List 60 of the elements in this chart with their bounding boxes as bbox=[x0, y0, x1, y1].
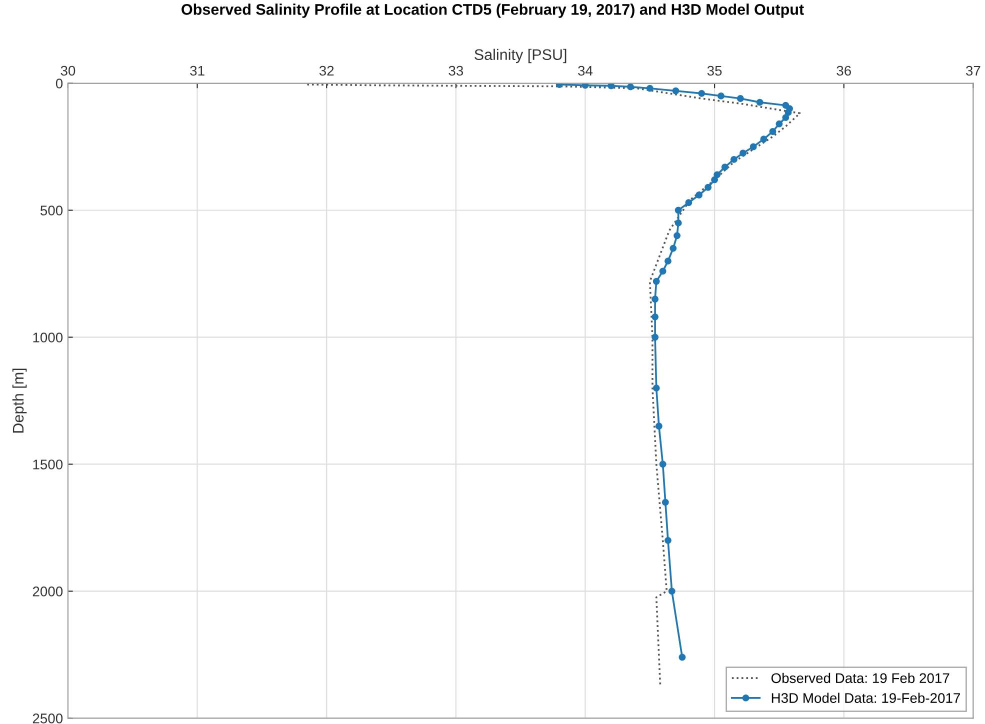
x-tick-label: 35 bbox=[707, 66, 722, 76]
legend-label: Observed Data: 19 Feb 2017 bbox=[771, 672, 950, 684]
point bbox=[672, 87, 680, 94]
chart-title: Observed Salinity Profile at Location CTD5 (February 19, 2017) and H3D Model Output bbox=[182, 4, 804, 18]
point bbox=[670, 244, 677, 252]
y-tick-label: 0 bbox=[56, 78, 63, 88]
point bbox=[659, 268, 666, 275]
point bbox=[627, 83, 634, 90]
point bbox=[664, 258, 672, 265]
y-tick-label: 1000 bbox=[33, 332, 63, 342]
point bbox=[659, 460, 666, 468]
point bbox=[674, 206, 682, 214]
point bbox=[750, 143, 757, 150]
point bbox=[655, 422, 662, 430]
y-tick-label: 1500 bbox=[33, 460, 63, 470]
x-tick-label: 32 bbox=[319, 66, 334, 76]
y-axis-title: Depth [m] bbox=[12, 368, 27, 433]
point bbox=[668, 588, 676, 595]
point bbox=[714, 171, 721, 178]
point bbox=[652, 384, 660, 392]
point bbox=[652, 334, 659, 341]
point bbox=[721, 164, 728, 171]
point bbox=[730, 156, 738, 163]
point bbox=[711, 176, 718, 184]
point bbox=[740, 150, 746, 157]
point bbox=[698, 90, 706, 97]
point bbox=[664, 536, 672, 544]
point bbox=[608, 83, 615, 90]
y-tick-label: 2500 bbox=[32, 714, 63, 724]
x-tick-label: 33 bbox=[448, 66, 464, 76]
point bbox=[718, 92, 724, 100]
x-axis-title: Salinity [PSU] bbox=[474, 48, 566, 64]
point bbox=[784, 108, 792, 116]
point bbox=[685, 199, 692, 206]
x-tick-label: 30 bbox=[60, 66, 76, 76]
y-tick-label: 2000 bbox=[32, 586, 63, 596]
y-tick-label: 500 bbox=[40, 206, 63, 216]
point bbox=[704, 184, 712, 191]
x-tick-label: 34 bbox=[578, 66, 593, 76]
x-tick-label: 36 bbox=[836, 66, 851, 76]
x-tick-label: 37 bbox=[966, 66, 980, 76]
point bbox=[674, 232, 681, 240]
point bbox=[662, 498, 669, 506]
point bbox=[756, 98, 764, 106]
point bbox=[674, 219, 682, 226]
legend-label: H3D Model Data: 19-Feb-2017 bbox=[772, 692, 960, 703]
point bbox=[760, 136, 768, 143]
point bbox=[652, 278, 660, 285]
point bbox=[652, 313, 659, 320]
point bbox=[556, 83, 563, 88]
point bbox=[652, 296, 659, 303]
point bbox=[736, 95, 744, 102]
point bbox=[696, 192, 702, 198]
point bbox=[769, 128, 776, 135]
x-tick-label: 31 bbox=[190, 66, 204, 76]
point bbox=[646, 84, 654, 92]
point bbox=[782, 114, 790, 122]
point bbox=[776, 120, 783, 128]
point bbox=[678, 654, 686, 661]
point bbox=[582, 83, 589, 89]
